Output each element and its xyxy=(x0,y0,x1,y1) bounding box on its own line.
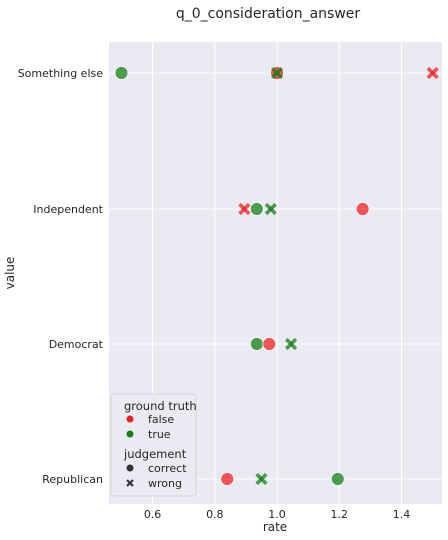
y-tick-label: Republican xyxy=(42,473,103,486)
legend: ground truth false true judgement correct… xyxy=(110,393,197,497)
data-point-circle xyxy=(114,66,129,80)
legend-style-marker xyxy=(126,464,134,472)
y-tick-label: Something else xyxy=(18,67,104,80)
legend-hue-marker xyxy=(126,415,134,423)
data-point-circle xyxy=(220,472,235,486)
tick-labels: 0.6 0.8 1.0 1.2 1.4 Something else Independent… xyxy=(18,67,411,521)
data-point-x xyxy=(284,337,298,351)
x-axis-label: rate xyxy=(263,520,287,534)
x-tick-label: 1.4 xyxy=(393,508,411,521)
data-point-circle xyxy=(262,337,277,351)
data-point-x xyxy=(426,66,439,80)
x-tick-label: 1.2 xyxy=(331,508,349,521)
data-point-x xyxy=(255,472,268,486)
x-tick-label: 1.0 xyxy=(268,508,286,521)
legend-hue-items: false true xyxy=(126,413,174,441)
legend-style-marker xyxy=(126,479,134,487)
legend-style-label: correct xyxy=(148,462,187,475)
x-tick-label: 0.8 xyxy=(206,508,224,521)
data-points xyxy=(114,66,439,486)
data-point-circle xyxy=(249,202,264,216)
x-tick-label: 0.6 xyxy=(144,508,162,521)
data-point-x xyxy=(238,202,251,216)
legend-style-items: correct wrong xyxy=(126,462,187,490)
legend-hue-label: true xyxy=(148,428,171,441)
legend-style-label: wrong xyxy=(148,477,182,490)
data-point-circle xyxy=(249,337,264,351)
data-point-x xyxy=(270,66,284,80)
data-point-circle xyxy=(355,202,370,216)
legend-hue-marker xyxy=(126,430,134,438)
data-point-x xyxy=(264,202,277,216)
y-tick-label: Independent xyxy=(33,203,103,216)
legend-hue-title: ground truth xyxy=(124,399,197,413)
data-point-circle xyxy=(330,472,345,486)
legend-hue-label: false xyxy=(148,413,174,426)
legend-style-title: judgement xyxy=(123,447,187,461)
y-axis-label: value xyxy=(3,257,17,290)
y-tick-label: Democrat xyxy=(49,338,104,351)
chart-title: q_0_consideration_answer xyxy=(176,6,361,22)
